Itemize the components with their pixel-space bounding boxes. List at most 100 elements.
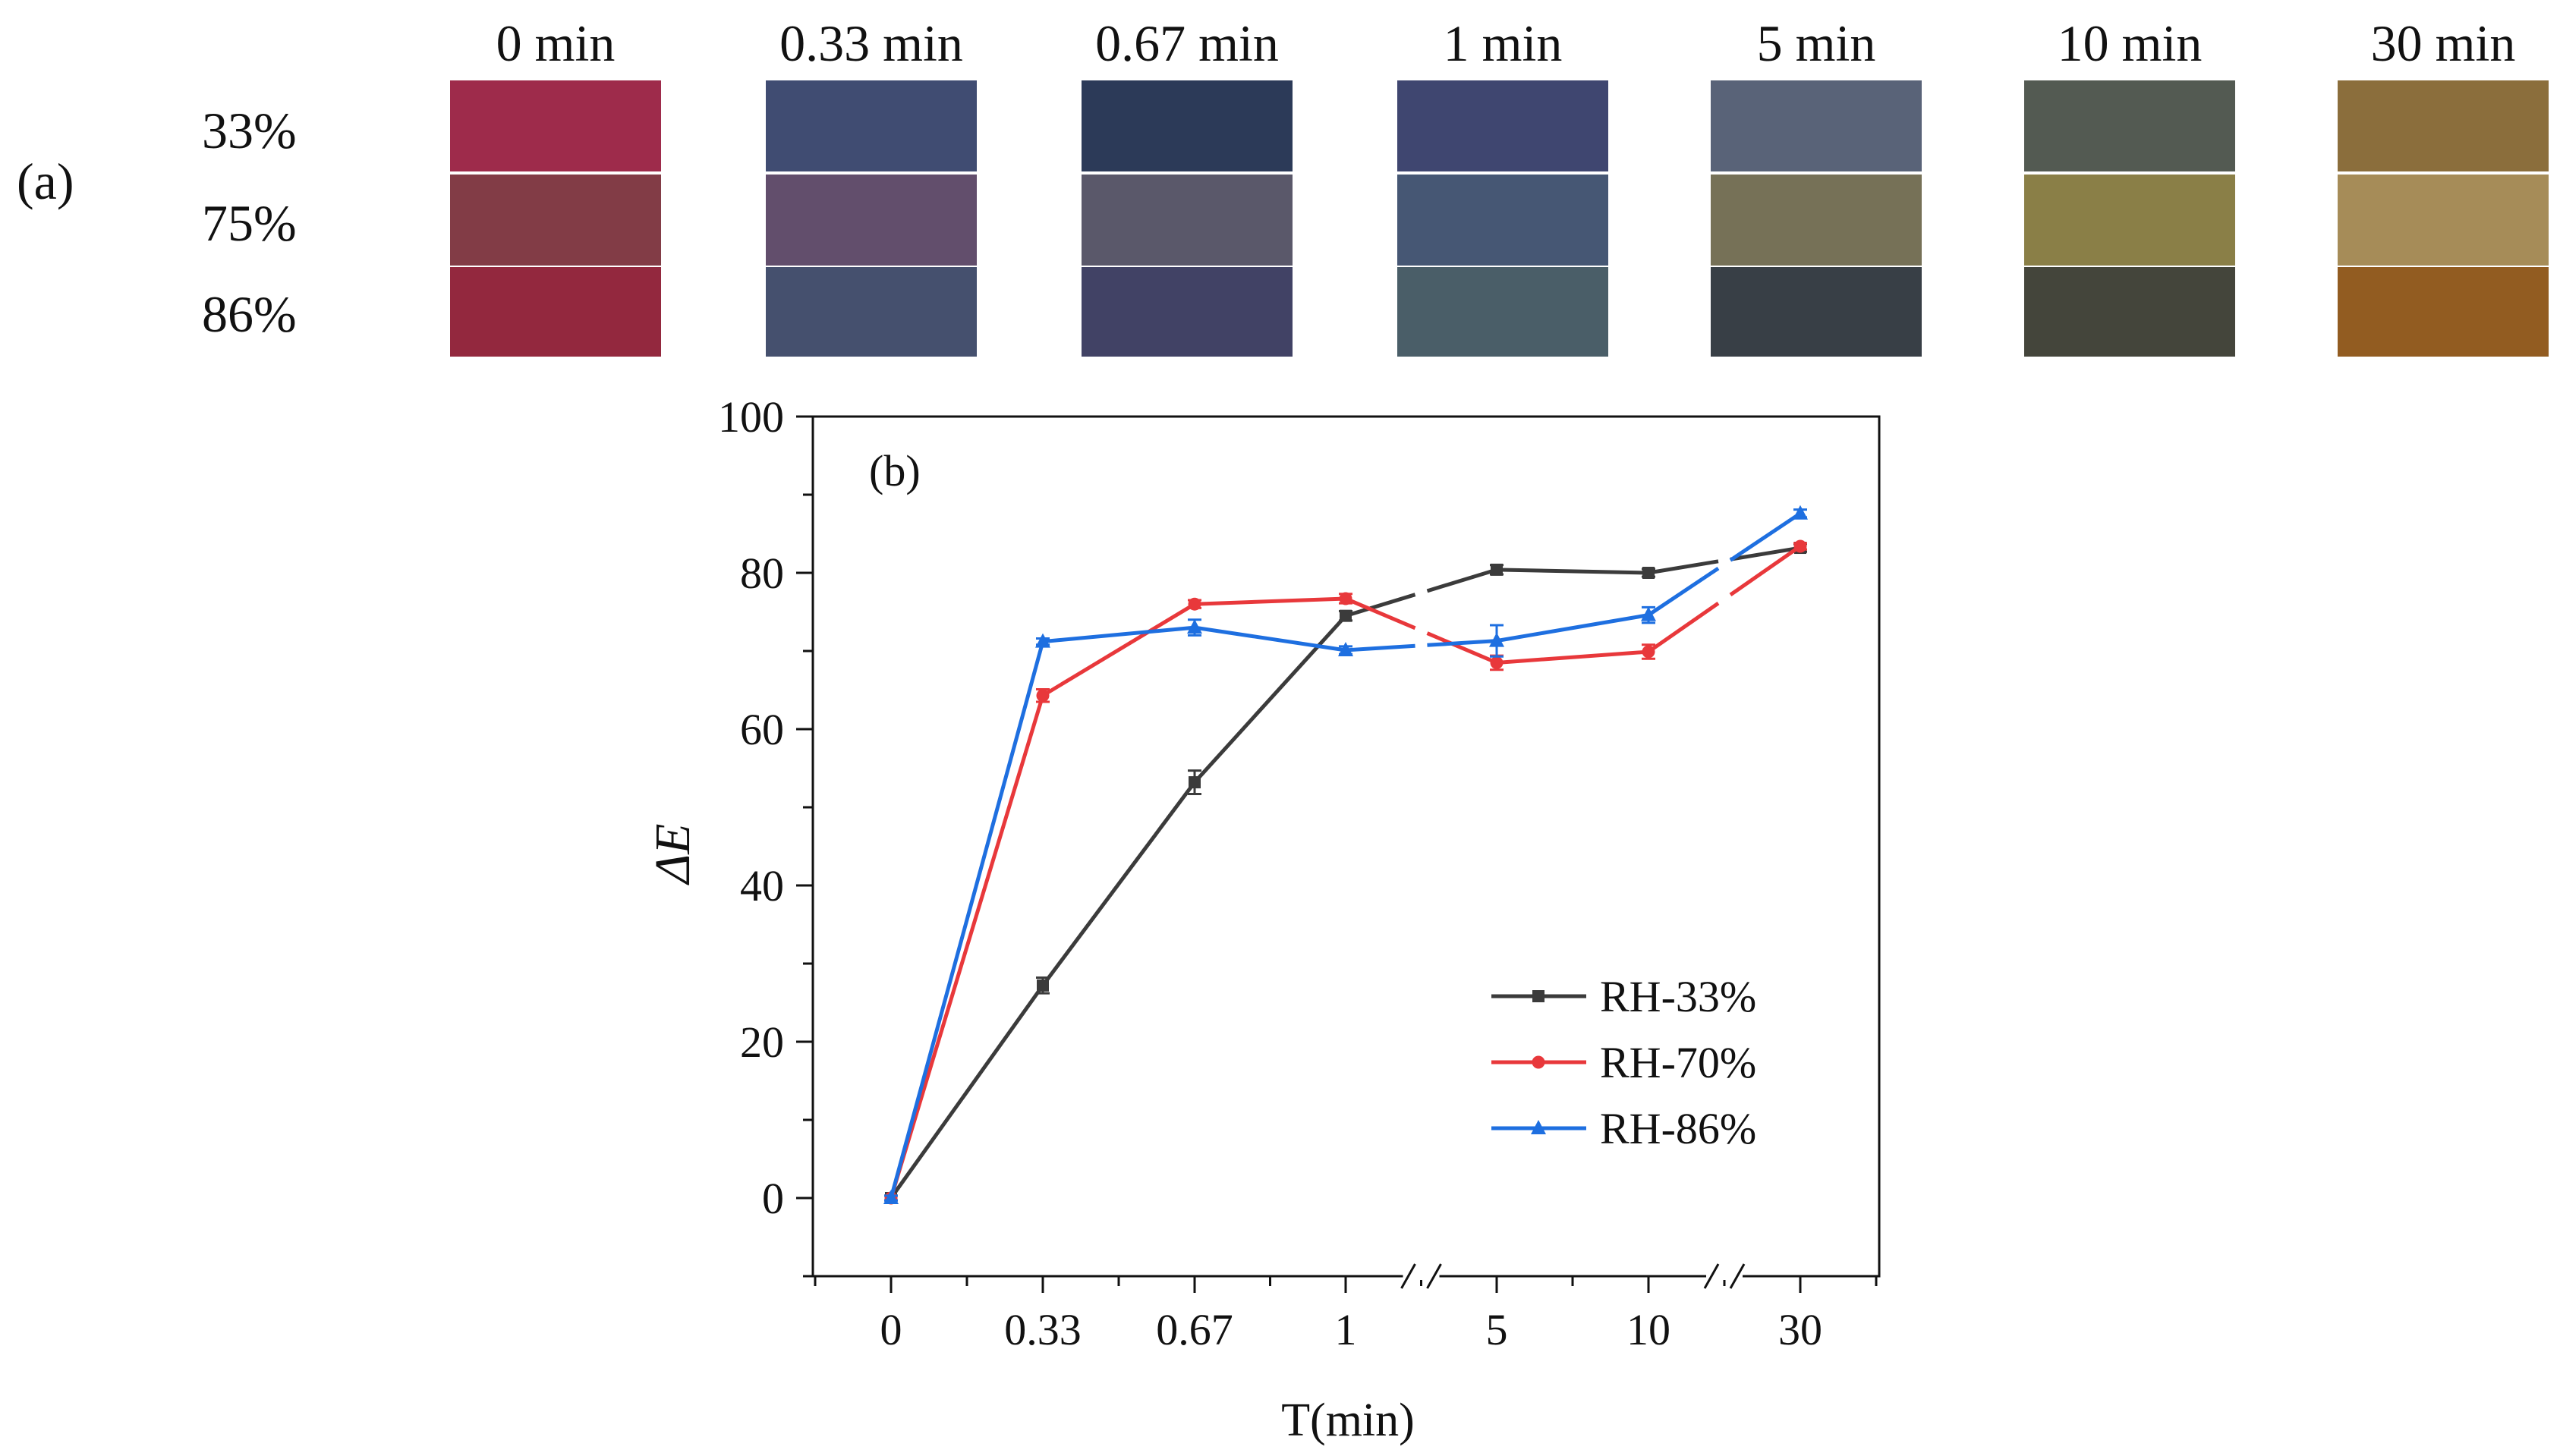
- color-swatch: [2338, 267, 2549, 357]
- series-segment: [1496, 568, 1649, 575]
- data-point: [1340, 609, 1352, 622]
- series-segment: [1041, 781, 1197, 987]
- y-tick-label: 0: [762, 1174, 784, 1223]
- series-segment: [889, 984, 1045, 1200]
- color-swatch: [1082, 267, 1293, 357]
- series-rh-86: [883, 505, 1808, 1204]
- color-swatch: [1082, 175, 1293, 266]
- color-swatch: [1711, 80, 1922, 171]
- series-segment: [1345, 593, 1416, 618]
- y-axis-ticks: 0 20 40 60 80 100: [718, 392, 813, 1278]
- time-labels: 0 min 0.33 min 0.67 min 1 min 5 min 10 min 30 …: [496, 14, 2516, 72]
- swatch-grid: [450, 80, 2549, 357]
- legend-marker: [1532, 990, 1545, 1002]
- data-point: [1338, 641, 1353, 656]
- panel-b-chart: 0 20 40 60 80 100 0 0.33 0.67 1 5 10 30 RH-33% RH-70…: [645, 392, 1881, 1446]
- series-segment: [1194, 596, 1346, 606]
- series-segment: [1193, 614, 1347, 784]
- rh-row-label: 86%: [202, 285, 297, 343]
- legend: RH-33% RH-70% RH-86%: [1491, 972, 1756, 1153]
- time-label: 0 min: [496, 14, 616, 72]
- data-point: [1642, 645, 1655, 659]
- color-swatch: [450, 80, 661, 171]
- series-segment: [1426, 631, 1497, 665]
- data-point: [1037, 979, 1049, 992]
- color-swatch: [1711, 267, 1922, 357]
- rh-labels: 33% 75% 86%: [202, 102, 297, 343]
- series-segment: [1041, 602, 1196, 697]
- data-point: [1189, 776, 1201, 789]
- series-segment: [1648, 559, 1719, 575]
- x-axis-ticks: 0 0.33 0.67 1 5 10 30: [814, 1263, 1878, 1354]
- data-point: [1642, 567, 1655, 579]
- legend-item: RH-33%: [1491, 972, 1756, 1021]
- series-segment: [1496, 649, 1649, 665]
- panel-b-label: (b): [869, 446, 921, 495]
- x-tick-label: 1: [1335, 1305, 1357, 1354]
- rh-row-label: 33%: [202, 102, 297, 159]
- color-swatch: [1082, 80, 1293, 171]
- x-tick-label: 5: [1486, 1305, 1508, 1354]
- data-point: [1036, 689, 1050, 703]
- series-segment: [889, 640, 1045, 1199]
- color-swatch: [2338, 175, 2549, 266]
- data-point: [1491, 563, 1503, 576]
- data-point: [1035, 633, 1050, 648]
- axis-break-gap: [1706, 1272, 1743, 1280]
- data-point: [1641, 606, 1656, 621]
- time-label: 5 min: [1757, 14, 1876, 72]
- axis-break-slash: [1703, 1263, 1720, 1289]
- axis-break-slash: [1400, 1263, 1416, 1289]
- color-swatch: [2024, 267, 2235, 357]
- color-swatch: [2024, 175, 2235, 266]
- series-segment: [1345, 643, 1415, 653]
- y-tick-label: 80: [740, 549, 784, 598]
- color-swatch: [1397, 267, 1608, 357]
- time-label: 1 min: [1444, 14, 1563, 72]
- data-point: [1793, 505, 1808, 520]
- panel-a-label: (a): [17, 153, 74, 210]
- axis-break-slash: [1426, 1263, 1442, 1289]
- series-segment: [1427, 639, 1497, 647]
- y-tick-label: 100: [718, 392, 784, 442]
- series-segment: [1729, 511, 1802, 562]
- series-segment: [1730, 546, 1801, 561]
- color-swatch: [450, 175, 661, 266]
- rh-row-label: 75%: [202, 194, 297, 252]
- series-segment: [1729, 544, 1802, 596]
- color-swatch: [1711, 175, 1922, 266]
- series-segment: [889, 694, 1045, 1199]
- data-point: [883, 1190, 899, 1204]
- y-tick-label: 20: [740, 1017, 784, 1067]
- color-swatch: [2024, 80, 2235, 171]
- legend-marker: [1531, 1120, 1546, 1134]
- x-axis-label: T(min): [1281, 1395, 1415, 1446]
- data-point: [1793, 539, 1807, 553]
- series-segment: [1496, 613, 1649, 643]
- legend-item: RH-70%: [1491, 1038, 1756, 1087]
- legend-marker: [1532, 1055, 1545, 1069]
- color-swatch: [450, 267, 661, 357]
- series-layer: [883, 505, 1808, 1205]
- series-segment: [1345, 596, 1416, 631]
- series-segment: [1647, 566, 1720, 617]
- series-segment: [1426, 568, 1497, 593]
- axis-break-gap: [1403, 1272, 1440, 1280]
- y-tick-label: 60: [740, 705, 784, 754]
- series-segment: [1194, 625, 1346, 653]
- data-point: [1188, 597, 1201, 611]
- time-label: 30 min: [2371, 14, 2516, 72]
- data-point: [1339, 592, 1352, 605]
- x-tick-label: 0: [880, 1305, 902, 1354]
- legend-label: RH-70%: [1600, 1038, 1756, 1087]
- color-swatch: [2338, 80, 2549, 171]
- axis-break-mark: [1400, 1263, 1442, 1289]
- axis-break-mark: [1703, 1263, 1746, 1289]
- x-tick-label: 0.67: [1156, 1305, 1233, 1354]
- x-tick-label: 10: [1626, 1305, 1670, 1354]
- color-swatch: [1397, 80, 1608, 171]
- data-point: [1187, 619, 1202, 634]
- legend-label: RH-86%: [1600, 1104, 1756, 1153]
- legend-label: RH-33%: [1600, 972, 1756, 1021]
